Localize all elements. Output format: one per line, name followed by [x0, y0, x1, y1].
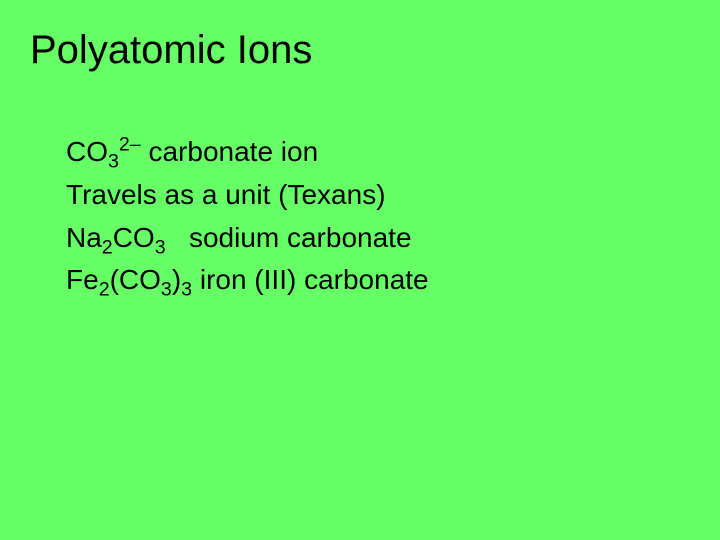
formula-co3: CO32– — [66, 136, 141, 167]
text-fragment: carbonate ion — [141, 136, 318, 167]
text-fragment: (CO — [110, 264, 161, 295]
subscript: 2 — [102, 236, 113, 258]
subscript: 3 — [108, 151, 119, 173]
superscript: 2– — [119, 134, 141, 156]
text-fragment: ) — [172, 264, 181, 295]
text-fragment: Fe — [66, 264, 99, 295]
text-fragment: Na — [66, 222, 102, 253]
formula-fe2co33: Fe2(CO3)3 — [66, 264, 192, 295]
slide-body: CO32– carbonate ion Travels as a unit (T… — [30, 133, 690, 299]
subscript: 3 — [155, 236, 166, 258]
text-fragment: iron (III) carbonate — [192, 264, 429, 295]
line-sodium-carbonate: Na2CO3 sodium carbonate — [66, 219, 690, 257]
subscript: 3 — [181, 279, 192, 301]
text-fragment: CO — [66, 136, 108, 167]
line-travels-unit: Travels as a unit (Texans) — [66, 176, 690, 214]
subscript: 3 — [161, 279, 172, 301]
slide-title: Polyatomic Ions — [30, 28, 690, 73]
line-carbonate-ion: CO32– carbonate ion — [66, 133, 690, 171]
subscript: 2 — [99, 279, 110, 301]
slide-container: Polyatomic Ions CO32– carbonate ion Trav… — [0, 0, 720, 540]
text-fragment: CO — [113, 222, 155, 253]
text-fragment: sodium carbonate — [166, 222, 412, 253]
formula-na2co3: Na2CO3 — [66, 222, 166, 253]
line-iron-carbonate: Fe2(CO3)3 iron (III) carbonate — [66, 261, 690, 299]
